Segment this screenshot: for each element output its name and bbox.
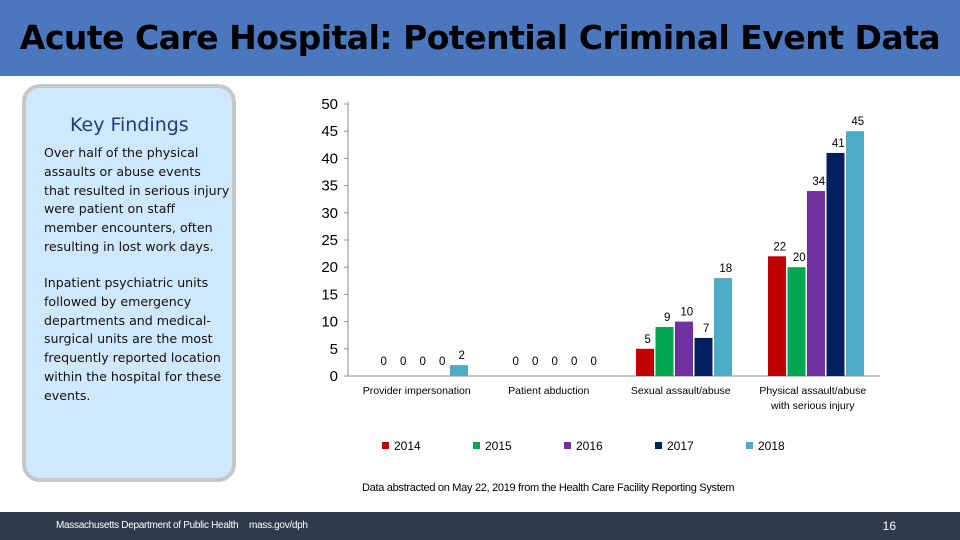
bar-2018-0 bbox=[450, 365, 468, 376]
footer-website: mass.gov/dph bbox=[249, 520, 308, 531]
bar-2016-2 bbox=[675, 321, 693, 376]
data-label: 34 bbox=[812, 176, 825, 188]
bar-2016-3 bbox=[807, 191, 825, 376]
y-tick-label: 40 bbox=[321, 150, 338, 167]
legend-swatch-2016 bbox=[564, 442, 571, 449]
y-tick-label: 5 bbox=[330, 341, 338, 358]
data-label: 22 bbox=[773, 241, 786, 253]
data-source-note: Data abstracted on May 22, 2019 from the… bbox=[362, 482, 735, 494]
legend-swatch-2018 bbox=[746, 442, 753, 449]
footer-bar: Massachusetts Department of Public Healt… bbox=[0, 512, 960, 540]
legend-swatch-2017 bbox=[655, 442, 662, 449]
bar-2017-3 bbox=[826, 152, 845, 376]
page-number: 16 bbox=[882, 519, 896, 533]
y-tick-label: 25 bbox=[321, 232, 338, 249]
bar-2018-2 bbox=[714, 278, 732, 376]
data-label: 0 bbox=[552, 356, 558, 368]
x-category-label: Sexual assault/abuse bbox=[631, 385, 731, 397]
bar-2017-2 bbox=[694, 337, 713, 376]
y-tick-label: 45 bbox=[321, 123, 338, 140]
y-tick-label: 50 bbox=[321, 96, 338, 113]
key-findings-title: Key Findings bbox=[70, 114, 189, 136]
legend-label-2014: 2014 bbox=[394, 439, 421, 453]
data-label: 0 bbox=[532, 356, 538, 368]
y-tick-label: 10 bbox=[321, 314, 338, 331]
x-category-label: Provider impersonation bbox=[363, 385, 471, 397]
y-tick-label: 30 bbox=[321, 205, 338, 222]
data-label: 0 bbox=[439, 356, 445, 368]
y-tick-label: 35 bbox=[321, 178, 338, 195]
legend-swatch-2014 bbox=[382, 442, 389, 449]
footer-department: Massachusetts Department of Public Healt… bbox=[56, 520, 239, 531]
x-category-label: Physical assault/abuse bbox=[759, 385, 866, 397]
legend-label-2016: 2016 bbox=[576, 439, 603, 453]
data-label: 9 bbox=[664, 312, 670, 324]
data-label: 0 bbox=[571, 356, 577, 368]
data-label: 0 bbox=[400, 356, 406, 368]
x-category-label: Patient abduction bbox=[508, 385, 589, 397]
data-label: 5 bbox=[645, 334, 651, 346]
legend-label-2018: 2018 bbox=[758, 439, 785, 453]
page-title: Acute Care Hospital: Potential Criminal … bbox=[19, 18, 941, 57]
legend-label-2017: 2017 bbox=[667, 439, 694, 453]
data-label: 0 bbox=[513, 356, 519, 368]
y-tick-label: 15 bbox=[321, 286, 338, 303]
bar-2018-3 bbox=[846, 131, 864, 376]
finding-paragraph-1: Over half of the physical assaults or ab… bbox=[44, 145, 230, 254]
title-bar bbox=[0, 0, 960, 76]
y-tick-label: 0 bbox=[330, 368, 338, 385]
bar-2015-3 bbox=[787, 267, 806, 376]
data-label: 41 bbox=[832, 138, 845, 150]
data-label: 2 bbox=[459, 350, 465, 362]
data-label: 20 bbox=[793, 252, 806, 264]
finding-paragraph-2: Inpatient psychiatric units followed by … bbox=[44, 275, 222, 403]
data-label: 7 bbox=[703, 323, 709, 335]
data-label: 0 bbox=[420, 356, 426, 368]
bar-2014-3 bbox=[768, 256, 786, 376]
legend-swatch-2015 bbox=[473, 442, 480, 449]
data-label: 45 bbox=[851, 116, 864, 128]
data-label: 10 bbox=[680, 307, 693, 319]
legend-label-2015: 2015 bbox=[485, 439, 512, 453]
data-label: 0 bbox=[381, 356, 387, 368]
bar-2015-2 bbox=[655, 327, 674, 376]
bar-2014-2 bbox=[636, 348, 654, 376]
key-findings-panel: Key Findings Over half of the physical a… bbox=[22, 84, 236, 482]
x-category-label: with serious injury bbox=[770, 400, 855, 412]
data-label: 0 bbox=[591, 356, 597, 368]
y-tick-label: 20 bbox=[321, 259, 338, 276]
data-label: 18 bbox=[719, 263, 732, 275]
